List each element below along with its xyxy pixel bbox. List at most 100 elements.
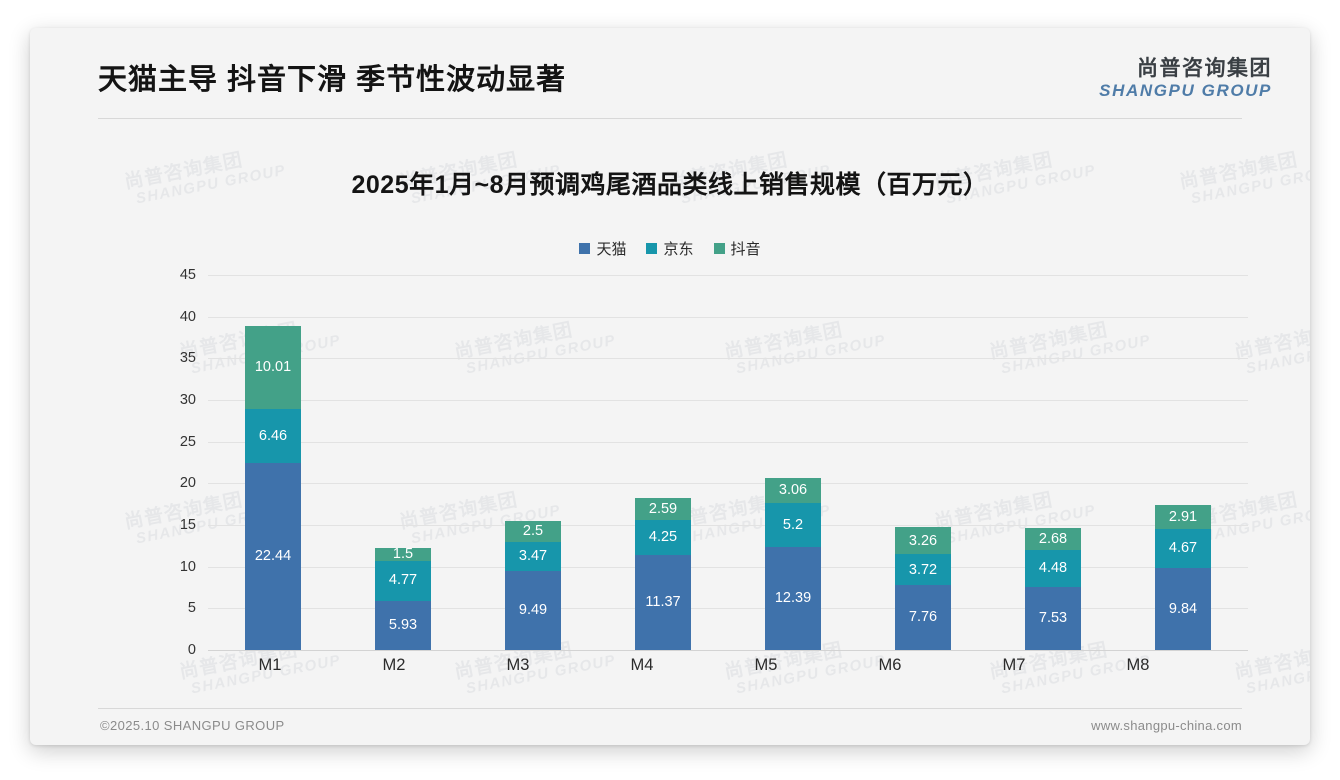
y-axis-tick-label: 20 — [179, 475, 196, 492]
legend-label: 抖音 — [730, 241, 761, 258]
chart-container: 2025年1月~8月预调鸡尾酒品类线上销售规模（百万元） 天猫 京东 抖音 10.0… — [30, 120, 1310, 708]
x-axis-tick-label: M8 — [1126, 656, 1150, 674]
x-axis-tick-label: M7 — [1002, 656, 1026, 674]
footer-divider — [98, 708, 1242, 709]
x-axis-tick-label: M3 — [506, 656, 530, 674]
bar-segment-天猫[interactable]: 9.49 — [505, 570, 561, 650]
gridline — [208, 566, 1248, 568]
bar-segment-天猫[interactable]: 9.84 — [1155, 568, 1211, 650]
bar-group-m5[interactable]: 3.06 5.2 12.39 — [765, 275, 821, 650]
bar-segment-京东[interactable]: 4.77 — [375, 560, 431, 601]
y-axis-tick-label: 30 — [179, 392, 196, 408]
bar-value-label: 2.68 — [1038, 530, 1068, 547]
bar-segment-天猫[interactable]: 11.37 — [635, 555, 691, 650]
bar-value-label: 7.53 — [1038, 610, 1068, 627]
bar-value-label: 10.01 — [254, 359, 292, 376]
y-axis-tick-label: 45 — [179, 267, 196, 283]
x-axis-tick-label: M2 — [382, 656, 406, 674]
legend-item-1[interactable]: 京东 — [646, 238, 694, 259]
legend-item-0[interactable]: 天猫 — [579, 238, 626, 259]
bar-segment-天猫[interactable]: 7.76 — [895, 585, 951, 650]
bar-segment-京东[interactable]: 4.48 — [1025, 549, 1081, 588]
bar-value-label: 4.67 — [1168, 540, 1198, 557]
chart-legend: 天猫 京东 抖音 — [30, 238, 1310, 259]
footer-copyright: ©2025.10 SHANGPU GROUP — [100, 718, 285, 733]
bar-value-label: 2.91 — [1168, 508, 1198, 525]
brand-name-en: SHANGPU GROUP — [1099, 80, 1272, 100]
bar-value-label: 5.2 — [782, 516, 804, 533]
bar-value-label: 4.48 — [1038, 560, 1068, 577]
bar-value-label: 22.44 — [254, 548, 292, 565]
slide-header: 天猫主导 抖音下滑 季节性波动显著 尚普咨询集团 SHANGPU GROUP — [30, 28, 1310, 120]
bar-segment-抖音[interactable]: 10.01 — [245, 325, 301, 410]
bar-segment-京东[interactable]: 5.2 — [765, 503, 821, 547]
bar-segment-京东[interactable]: 4.25 — [635, 519, 691, 556]
brand-logo: 尚普咨询集团 SHANGPU GROUP — [1099, 57, 1272, 100]
gridline — [208, 525, 1248, 526]
bar-group-m2[interactable]: 1.5 4.77 5.93 — [375, 275, 431, 650]
bar-value-label: 3.72 — [908, 561, 938, 578]
y-axis-tick-label: 5 — [187, 600, 196, 617]
bar-value-label: 9.49 — [518, 602, 548, 619]
y-axis-tick-label: 0 — [187, 642, 196, 658]
y-axis-tick-label: 35 — [179, 350, 196, 367]
x-axis-tick-label: M6 — [878, 656, 902, 674]
x-axis: M1 M2 M3 M4 M5 M6 M7 M8 — [208, 656, 1200, 675]
gridline — [208, 400, 1248, 401]
plot-inner — [208, 275, 1248, 651]
bar-group-m8[interactable]: 2.91 4.67 9.84 — [1155, 275, 1211, 650]
bar-value-label: 1.5 — [392, 548, 414, 561]
x-axis-tick-label: M5 — [754, 656, 778, 674]
bar-segment-京东[interactable]: 3.47 — [505, 542, 561, 571]
bar-group-m4[interactable]: 2.59 4.25 11.37 — [635, 275, 691, 650]
bar-group-m7[interactable]: 2.68 4.48 7.53 — [1025, 275, 1081, 650]
legend-item-2[interactable]: 抖音 — [713, 238, 761, 259]
legend-label: 天猫 — [596, 241, 627, 258]
bar-value-label: 9.84 — [1168, 600, 1198, 617]
bar-value-label: 3.47 — [518, 548, 548, 565]
legend-swatch-icon — [646, 243, 658, 254]
bar-group-m1[interactable]: 10.01 6.46 22.44 — [245, 275, 301, 650]
brand-name-cn: 尚普咨询集团 — [1137, 57, 1272, 80]
header-divider — [98, 118, 1242, 119]
bar-segment-抖音[interactable]: 1.5 — [375, 548, 431, 561]
bar-segment-天猫[interactable]: 5.93 — [375, 600, 431, 650]
bar-segment-京东[interactable]: 3.72 — [895, 554, 951, 586]
bar-value-label: 2.59 — [648, 500, 678, 517]
gridline — [208, 441, 1248, 443]
bar-segment-抖音[interactable]: 2.59 — [635, 498, 691, 520]
bar-series-layer: 10.01 6.46 22.44 1.5 4.77 5.93 2.5 3.47 9.49 2.59… — [208, 275, 1248, 650]
bar-value-label: 3.26 — [908, 532, 938, 549]
gridline — [208, 483, 1248, 485]
bar-segment-天猫[interactable]: 22.44 — [245, 463, 301, 650]
bar-segment-抖音[interactable]: 2.68 — [1025, 527, 1081, 550]
bar-value-label: 4.25 — [648, 529, 678, 546]
bar-group-m6[interactable]: 3.26 3.72 7.76 — [895, 275, 951, 650]
bar-segment-抖音[interactable]: 2.91 — [1155, 504, 1211, 530]
bar-segment-京东[interactable]: 4.67 — [1155, 529, 1211, 568]
bar-segment-抖音[interactable]: 3.26 — [895, 527, 951, 555]
gridline — [208, 650, 1248, 651]
legend-label: 京东 — [663, 241, 694, 258]
gridline — [208, 316, 1248, 318]
bar-segment-抖音[interactable]: 2.5 — [505, 521, 561, 543]
y-axis-tick-label: 15 — [179, 517, 196, 533]
bar-value-label: 3.06 — [778, 482, 808, 499]
y-axis-tick-label: 10 — [179, 558, 196, 575]
bar-segment-天猫[interactable]: 12.39 — [765, 546, 821, 650]
bar-value-label: 12.39 — [774, 590, 812, 607]
bar-segment-天猫[interactable]: 7.53 — [1025, 587, 1081, 650]
footer-website[interactable]: www.shangpu-china.com — [1091, 718, 1242, 733]
bar-value-label: 2.5 — [522, 523, 544, 540]
x-axis-tick-label: M4 — [630, 656, 654, 674]
bar-segment-抖音[interactable]: 3.06 — [765, 477, 821, 504]
bar-group-m3[interactable]: 2.5 3.47 9.49 — [505, 275, 561, 650]
bar-value-label: 11.37 — [645, 594, 681, 611]
bar-value-label: 7.76 — [908, 609, 938, 626]
y-axis-tick-label: 40 — [179, 308, 196, 325]
bar-segment-京东[interactable]: 6.46 — [245, 409, 301, 463]
page-title: 天猫主导 抖音下滑 季节性波动显著 — [98, 64, 567, 96]
x-axis-tick-label: M1 — [258, 656, 282, 674]
legend-swatch-icon — [579, 243, 591, 254]
